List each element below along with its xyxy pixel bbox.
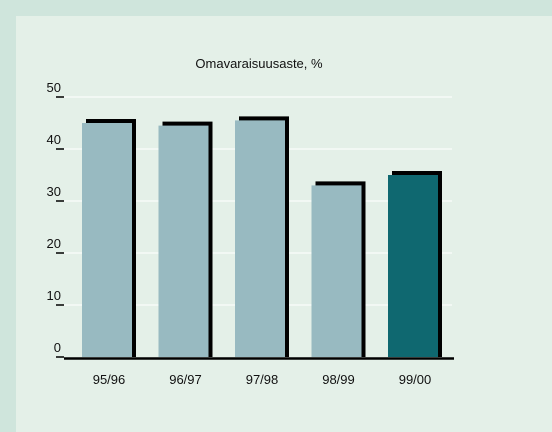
bar	[158, 125, 209, 357]
y-tick-label: 20	[47, 236, 61, 251]
x-tick-label: 96/97	[169, 372, 202, 387]
bar	[82, 123, 132, 357]
y-tick-label: 40	[47, 132, 61, 147]
x-tick-label: 95/96	[93, 372, 126, 387]
y-tick-label: 50	[47, 80, 61, 95]
y-tick-label: 10	[47, 288, 61, 303]
bars	[82, 116, 442, 358]
bar	[235, 120, 285, 358]
y-tick-label: 30	[47, 184, 61, 199]
x-tick-label: 97/98	[246, 372, 279, 387]
y-tick-label: 0	[54, 340, 61, 355]
bar	[388, 175, 438, 357]
x-tick-label: 98/99	[322, 372, 355, 387]
x-axis-ticks: 95/96 96/97 97/98 98/99 99/00	[93, 372, 432, 387]
bar	[311, 185, 362, 357]
x-tick-label: 99/00	[399, 372, 432, 387]
chart-title: Omavaraisuusaste, %	[195, 56, 323, 71]
y-axis-ticks: 0 10 20 30 40 50	[47, 80, 64, 358]
